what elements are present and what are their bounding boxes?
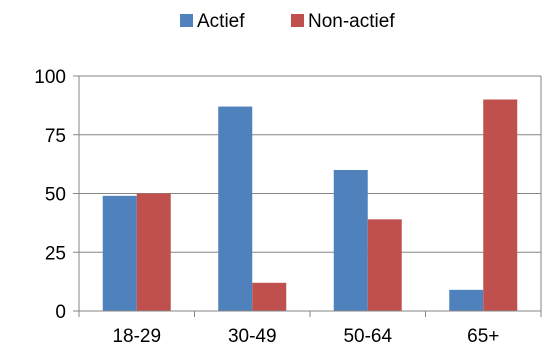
- bar-actief-1829: [102, 195, 137, 311]
- bar-actief-65: [449, 289, 484, 311]
- legend-label: Non-actief: [308, 11, 395, 32]
- x-category-label: 30-49: [228, 326, 277, 347]
- x-category-label: 18-29: [112, 326, 161, 347]
- legend-swatch-non-actief: [291, 14, 304, 27]
- legend: Actief Non-actief: [180, 11, 395, 32]
- bar-actief-3049: [218, 106, 253, 311]
- y-tick-label: 0: [55, 302, 66, 323]
- bar-actief-5064: [333, 170, 368, 311]
- legend-label: Actief: [197, 11, 245, 32]
- bar-non-actief-65: [483, 99, 518, 311]
- y-tick-label: 25: [45, 243, 66, 264]
- axes: [78, 76, 542, 317]
- bar-non-actief-3049: [252, 282, 287, 311]
- y-tick-label: 100: [34, 67, 66, 88]
- legend-swatch-actief: [180, 14, 193, 27]
- x-category-label: 65+: [467, 326, 499, 347]
- y-tick-label: 75: [45, 126, 66, 147]
- bars: [102, 99, 518, 311]
- bar-non-actief-5064: [367, 219, 402, 311]
- bar-non-actief-1829: [136, 193, 171, 311]
- x-category-label: 50-64: [343, 326, 392, 347]
- x-axis-labels: 18-29 30-49 50-64 65+: [112, 326, 499, 347]
- y-tick-label: 50: [45, 185, 66, 206]
- y-axis-ticks: 0 25 50 75 100: [34, 67, 79, 323]
